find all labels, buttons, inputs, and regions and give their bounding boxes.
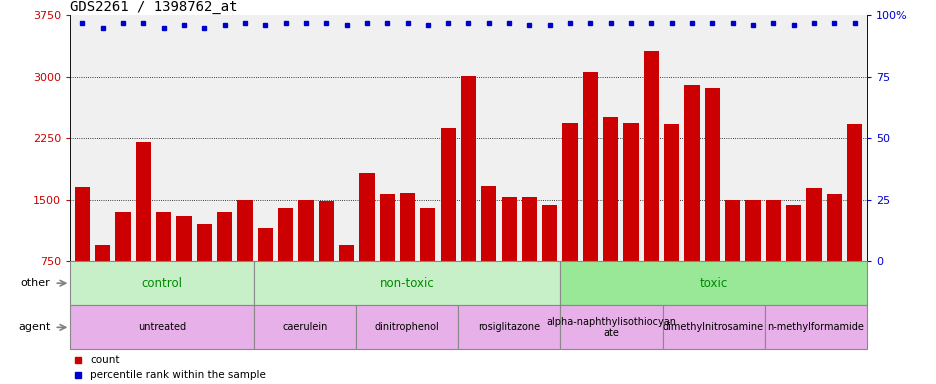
- Bar: [582, 72, 597, 323]
- Bar: [257, 228, 272, 323]
- Bar: [217, 212, 232, 323]
- Bar: [664, 124, 679, 323]
- Bar: [339, 245, 354, 323]
- Bar: [156, 212, 171, 323]
- Text: non-toxic: non-toxic: [379, 277, 434, 290]
- Bar: [379, 194, 394, 323]
- Bar: [724, 200, 739, 323]
- Bar: [744, 200, 760, 323]
- Bar: [765, 200, 780, 323]
- Bar: [440, 127, 455, 323]
- Text: GDS2261 / 1398762_at: GDS2261 / 1398762_at: [70, 0, 238, 14]
- Bar: [560, 305, 662, 349]
- Bar: [704, 88, 719, 323]
- Bar: [400, 193, 415, 323]
- Bar: [75, 187, 90, 323]
- Text: caerulein: caerulein: [282, 322, 328, 333]
- Bar: [683, 85, 699, 323]
- Text: control: control: [141, 277, 183, 290]
- Text: untreated: untreated: [138, 322, 186, 333]
- Bar: [521, 197, 536, 323]
- Text: alpha-naphthylisothiocyan
ate: alpha-naphthylisothiocyan ate: [546, 316, 676, 338]
- Bar: [95, 245, 110, 323]
- Bar: [420, 208, 435, 323]
- Bar: [356, 305, 458, 349]
- Bar: [643, 51, 658, 323]
- Text: dinitrophenol: dinitrophenol: [374, 322, 439, 333]
- Bar: [318, 201, 333, 323]
- Bar: [785, 205, 800, 323]
- Text: dimethylnitrosamine: dimethylnitrosamine: [663, 322, 764, 333]
- Bar: [197, 224, 212, 323]
- Bar: [70, 261, 254, 305]
- Bar: [461, 76, 475, 323]
- Bar: [254, 305, 356, 349]
- Bar: [176, 216, 192, 323]
- Bar: [662, 305, 764, 349]
- Bar: [846, 124, 861, 323]
- Text: percentile rank within the sample: percentile rank within the sample: [90, 370, 266, 380]
- Text: other: other: [21, 278, 51, 288]
- Bar: [70, 305, 254, 349]
- Bar: [560, 261, 866, 305]
- Bar: [278, 208, 293, 323]
- Bar: [562, 124, 578, 323]
- Text: toxic: toxic: [698, 277, 727, 290]
- Bar: [136, 142, 151, 323]
- Text: count: count: [90, 355, 120, 365]
- Bar: [254, 261, 560, 305]
- Text: agent: agent: [18, 322, 51, 333]
- Bar: [542, 205, 557, 323]
- Text: n-methylformamide: n-methylformamide: [767, 322, 863, 333]
- Bar: [622, 124, 638, 323]
- Bar: [603, 117, 618, 323]
- Bar: [501, 197, 516, 323]
- Bar: [481, 186, 496, 323]
- Bar: [826, 194, 841, 323]
- Bar: [764, 305, 866, 349]
- Bar: [458, 305, 560, 349]
- Bar: [237, 200, 253, 323]
- Text: rosiglitazone: rosiglitazone: [477, 322, 540, 333]
- Bar: [805, 188, 821, 323]
- Bar: [115, 212, 131, 323]
- Bar: [358, 174, 374, 323]
- Bar: [298, 200, 314, 323]
